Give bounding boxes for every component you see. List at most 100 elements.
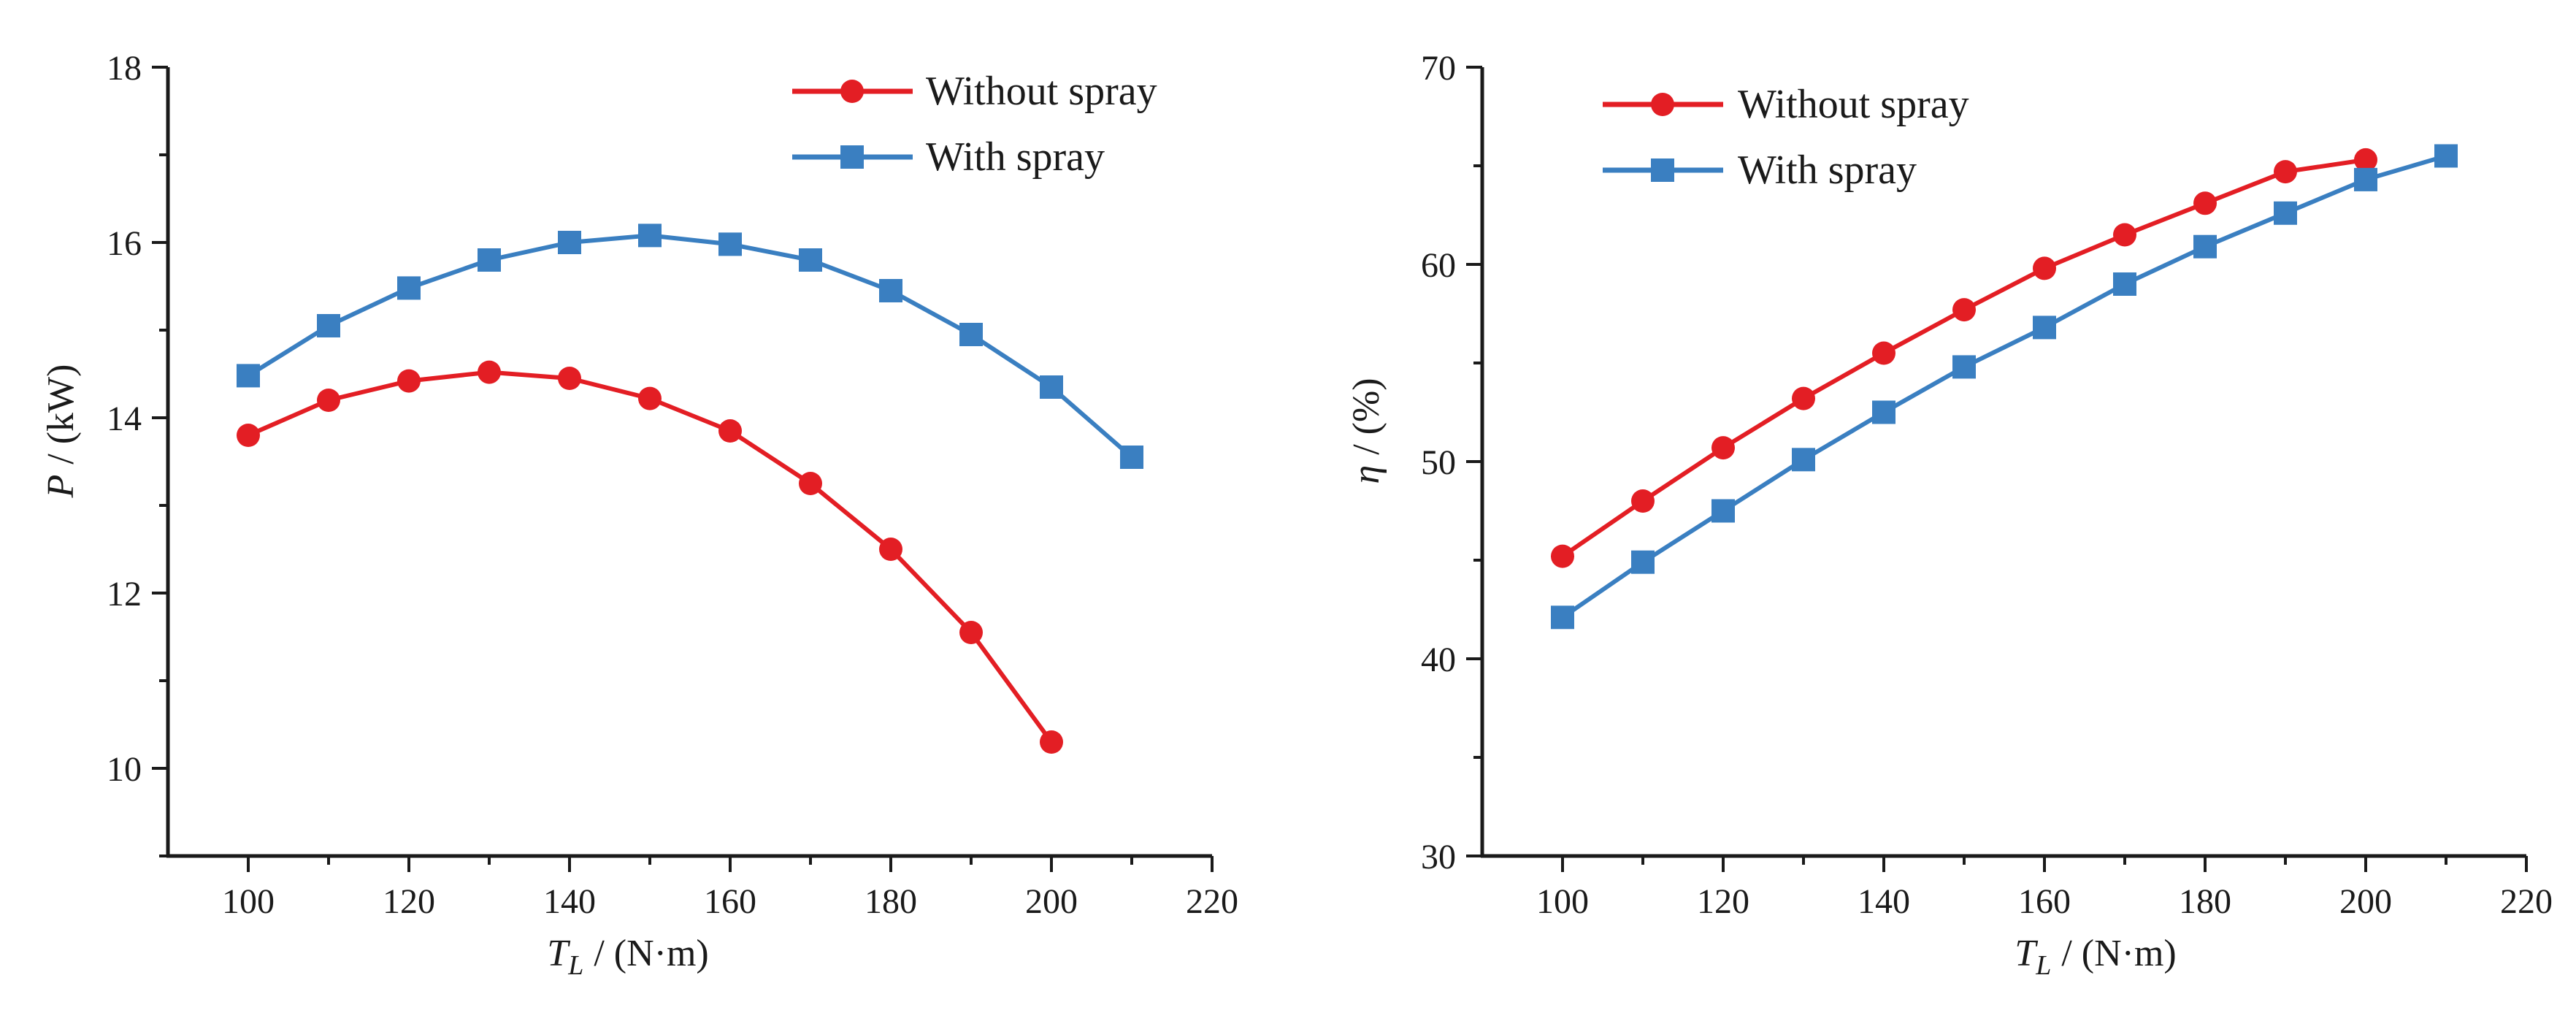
- power-series: [237, 223, 1143, 754]
- efficiency-x-symbol: T: [2015, 933, 2038, 974]
- efficiency-line-with-spray: [1561, 153, 2447, 619]
- efficiency-point-with-spray: [2434, 144, 2458, 168]
- efficiency-x-tick-label: 180: [2179, 882, 2231, 921]
- power-x-tick-label: 220: [1186, 882, 1238, 921]
- power-point-with-spray: [397, 276, 421, 300]
- power-point-with-spray: [558, 231, 581, 254]
- efficiency-point-without-spray: [2113, 223, 2136, 247]
- efficiency-point-without-spray: [1872, 341, 1895, 365]
- efficiency-point-without-spray: [1711, 436, 1735, 460]
- efficiency-point-with-spray: [1792, 448, 1815, 472]
- efficiency-point-with-spray: [1551, 605, 1574, 630]
- power-point-with-spray: [799, 248, 822, 272]
- chart-efficiency: 100 120 140 160 180 200 220 30 40 50 60 70 Without …: [1346, 49, 2553, 981]
- efficiency-y-tick-label: 30: [1421, 838, 1456, 876]
- power-point-with-spray: [237, 364, 260, 388]
- efficiency-point-without-spray: [2354, 148, 2377, 172]
- efficiency-legend: Without spray With spray: [1603, 82, 1969, 193]
- power-point-with-spray: [1040, 375, 1063, 399]
- efficiency-y-tick-label: 70: [1421, 49, 1456, 88]
- efficiency-point-without-spray: [1952, 298, 1976, 322]
- power-point-without-spray: [237, 424, 260, 447]
- power-y-unit: / (kW): [40, 364, 82, 465]
- efficiency-point-without-spray: [1551, 544, 1574, 568]
- power-x-subscript: L: [567, 950, 583, 981]
- efficiency-x-tick-label: 200: [2339, 882, 2392, 921]
- efficiency-x-subscript: L: [2035, 950, 2051, 981]
- power-point-with-spray: [317, 314, 340, 337]
- efficiency-x-tick-label: 160: [2018, 882, 2071, 921]
- power-point-with-spray: [879, 279, 902, 302]
- power-x-tick-label: 120: [383, 882, 435, 921]
- power-x-axis-title: TL / (N·m): [547, 933, 708, 981]
- power-legend-marker-with-spray: [840, 145, 864, 169]
- power-line-without-spray: [247, 370, 1054, 743]
- efficiency-point-without-spray: [2274, 160, 2297, 184]
- efficiency-point-with-spray: [2033, 316, 2056, 340]
- power-point-with-spray: [959, 323, 983, 346]
- efficiency-point-with-spray: [1631, 550, 1655, 574]
- power-x-tick-label: 100: [222, 882, 275, 921]
- power-ticks: 100 120 140 160 180 200 220 10 12 14 16 18: [107, 49, 1238, 921]
- power-axes: [166, 67, 1212, 858]
- power-point-with-spray: [478, 248, 501, 272]
- power-point-without-spray: [799, 472, 822, 495]
- power-y-tick-label: 10: [107, 750, 142, 789]
- power-point-with-spray: [638, 223, 662, 248]
- power-x-tick-label: 200: [1025, 882, 1078, 921]
- power-point-without-spray: [317, 389, 340, 412]
- efficiency-point-with-spray: [2113, 272, 2136, 296]
- efficiency-legend-marker-without-spray: [1651, 93, 1674, 116]
- power-point-without-spray: [959, 621, 983, 644]
- efficiency-y-unit: / (%): [1346, 378, 1387, 454]
- efficiency-point-with-spray: [2193, 234, 2217, 259]
- power-y-tick-label: 12: [107, 575, 142, 613]
- efficiency-point-with-spray: [1711, 499, 1735, 523]
- efficiency-x-unit: / (N·m): [2061, 933, 2176, 974]
- efficiency-y-tick-label: 40: [1421, 641, 1456, 679]
- efficiency-x-tick-label: 220: [2500, 882, 2553, 921]
- efficiency-x-tick-label: 100: [1536, 882, 1589, 921]
- power-legend: Without spray With spray: [792, 69, 1157, 180]
- power-x-tick-label: 160: [704, 882, 756, 921]
- efficiency-point-without-spray: [1631, 489, 1655, 513]
- efficiency-point-without-spray: [2193, 191, 2217, 215]
- power-point-without-spray: [718, 419, 742, 443]
- efficiency-legend-label-with-spray: With spray: [1738, 148, 1917, 193]
- power-point-without-spray: [558, 367, 581, 390]
- power-point-without-spray: [397, 369, 421, 393]
- efficiency-ticks: 100 120 140 160 180 200 220 30 40 50 60 70: [1421, 49, 2553, 921]
- power-legend-label-with-spray: With spray: [926, 134, 1105, 180]
- power-legend-marker-without-spray: [840, 80, 864, 103]
- power-x-unit: / (N·m): [594, 933, 708, 974]
- power-point-without-spray: [879, 538, 902, 561]
- power-y-symbol: P: [40, 475, 82, 499]
- power-point-with-spray: [1120, 446, 1143, 469]
- efficiency-point-with-spray: [1872, 400, 1895, 424]
- efficiency-series: [1551, 144, 2458, 630]
- efficiency-point-with-spray: [2354, 167, 2377, 191]
- efficiency-point-with-spray: [1952, 355, 1976, 379]
- power-line-with-spray: [247, 233, 1133, 459]
- power-point-without-spray: [1040, 730, 1063, 754]
- efficiency-x-tick-label: 120: [1697, 882, 1749, 921]
- chart-power: 100 120 140 160 180 200 220 10 12 14 16 18 Without …: [40, 49, 1238, 981]
- power-x-symbol: T: [547, 933, 570, 974]
- efficiency-y-axis-title: η / (%): [1346, 378, 1387, 483]
- power-x-tick-label: 140: [543, 882, 596, 921]
- efficiency-x-tick-label: 140: [1858, 882, 1910, 921]
- power-y-axis-title: P / (kW): [40, 364, 82, 499]
- efficiency-y-symbol: η: [1346, 465, 1387, 484]
- efficiency-point-without-spray: [2033, 256, 2056, 280]
- efficiency-y-tick-label: 60: [1421, 246, 1456, 285]
- efficiency-point-with-spray: [2274, 201, 2297, 225]
- efficiency-x-axis-title: TL / (N·m): [2015, 933, 2176, 981]
- power-y-tick-label: 16: [107, 224, 142, 263]
- efficiency-point-without-spray: [1792, 386, 1815, 410]
- power-y-tick-label: 14: [107, 400, 142, 438]
- power-point-without-spray: [638, 386, 662, 410]
- efficiency-legend-marker-with-spray: [1651, 158, 1674, 182]
- power-point-without-spray: [478, 360, 501, 384]
- power-x-tick-label: 180: [865, 882, 917, 921]
